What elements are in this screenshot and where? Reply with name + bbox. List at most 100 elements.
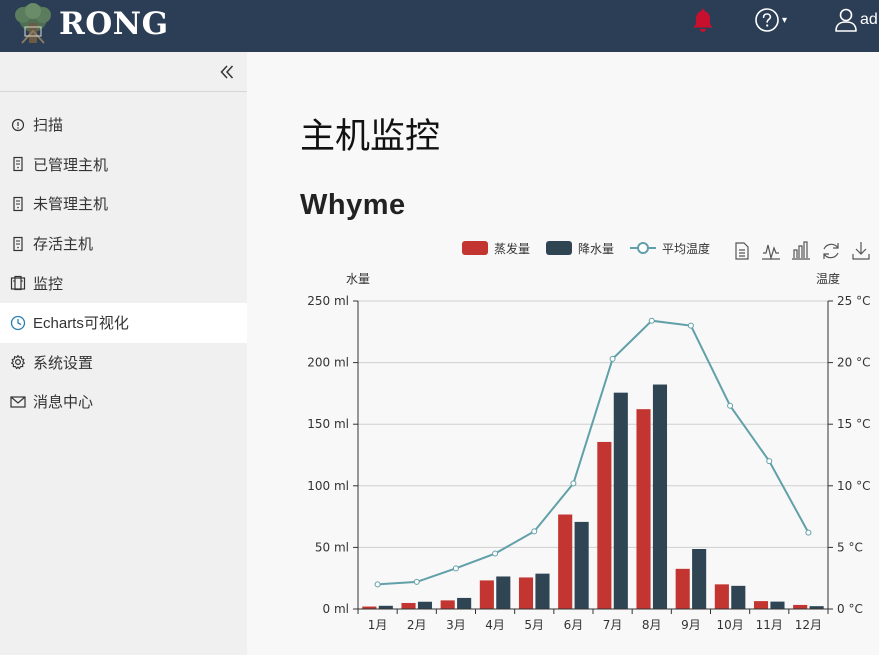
save-image-icon[interactable] bbox=[852, 242, 870, 260]
bar-chart-icon[interactable] bbox=[792, 241, 810, 260]
user-icon bbox=[835, 8, 857, 32]
sidebar-item-label: 监控 bbox=[33, 275, 64, 293]
sidebar-item-alive-hosts[interactable]: 存活主机 bbox=[0, 224, 247, 264]
double-chevron-left-icon[interactable] bbox=[218, 63, 236, 81]
sidebar-item-label: 系统设置 bbox=[33, 354, 94, 372]
y-right-tick-label: 0 °C bbox=[837, 602, 863, 616]
x-tick-label: 5月 bbox=[524, 618, 544, 632]
bar[interactable] bbox=[652, 384, 668, 609]
line-chart-icon[interactable] bbox=[762, 244, 780, 261]
legend-swatch bbox=[546, 241, 572, 255]
legend-label: 蒸发量 bbox=[494, 241, 530, 256]
temperature-line-path bbox=[377, 319, 810, 586]
bell-icon bbox=[693, 9, 713, 32]
legend-label: 降水量 bbox=[578, 242, 614, 256]
x-tick-label: 9月 bbox=[681, 618, 701, 632]
echarts-chart: 0 ml 0 °C 50 ml 5 °C 100 ml 10 °C 150 ml 15 °C 2… bbox=[247, 52, 879, 655]
doc-shape bbox=[735, 242, 749, 260]
temperature-point[interactable] bbox=[452, 565, 459, 572]
restore-icon[interactable] bbox=[823, 243, 839, 259]
bar[interactable] bbox=[440, 600, 455, 609]
bar[interactable] bbox=[378, 605, 393, 609]
sidebar-item-managed-hosts[interactable]: 已管理主机 bbox=[0, 145, 247, 185]
bar[interactable] bbox=[535, 573, 550, 609]
user-menu[interactable]: ad bbox=[834, 7, 878, 33]
chevron-down-icon: ▾ bbox=[782, 14, 788, 26]
y-right-tick-label: 20 °C bbox=[837, 356, 870, 370]
monitor-icon bbox=[10, 275, 26, 291]
axes: 0 ml 0 °C 50 ml 5 °C 100 ml 10 °C 150 ml 15 °C 2… bbox=[307, 271, 870, 632]
bar[interactable] bbox=[793, 604, 808, 609]
bar[interactable] bbox=[518, 577, 534, 609]
bar-shape bbox=[792, 241, 810, 260]
x-tick-label: 3月 bbox=[446, 618, 466, 632]
bar[interactable] bbox=[417, 601, 433, 609]
x-tick-label: 4月 bbox=[485, 618, 505, 632]
legend-item-1[interactable]: 蒸发量 bbox=[462, 241, 530, 256]
temperature-point[interactable] bbox=[413, 578, 420, 585]
bar[interactable] bbox=[714, 584, 729, 609]
gear-icon bbox=[10, 354, 26, 370]
temperature-point[interactable] bbox=[687, 322, 694, 329]
bar[interactable] bbox=[731, 585, 746, 609]
info-circle-icon bbox=[10, 117, 26, 133]
bar[interactable] bbox=[692, 549, 707, 609]
temperature-point[interactable] bbox=[531, 528, 538, 535]
bar[interactable] bbox=[479, 580, 494, 609]
user-name: ad bbox=[860, 11, 878, 28]
temperature-point[interactable] bbox=[570, 480, 577, 487]
sidebar-item-unmanaged-hosts[interactable]: 未管理主机 bbox=[0, 184, 247, 224]
x-tick-label: 11月 bbox=[756, 618, 783, 632]
x-tick-label: 1月 bbox=[368, 618, 388, 632]
question-circle-icon bbox=[755, 8, 779, 32]
sidebar-item-messages[interactable]: 消息中心 bbox=[0, 382, 247, 422]
y-left-tick-label: 100 ml bbox=[307, 479, 349, 493]
bar[interactable] bbox=[401, 602, 416, 609]
temperature-point[interactable] bbox=[805, 529, 812, 536]
download-shape bbox=[852, 242, 870, 260]
data-view-icon[interactable] bbox=[735, 242, 749, 260]
bar[interactable] bbox=[574, 521, 589, 609]
bar[interactable] bbox=[496, 576, 511, 609]
refresh-shape bbox=[823, 243, 839, 259]
sidebar-item-scan[interactable]: 扫描 bbox=[0, 105, 247, 145]
x-tick-label: 8月 bbox=[642, 618, 662, 632]
bar[interactable] bbox=[770, 601, 785, 609]
line-shape bbox=[762, 244, 780, 261]
temperature-point[interactable] bbox=[766, 458, 773, 465]
sidebar-item-monitor[interactable]: 监控 bbox=[0, 263, 247, 303]
x-tick-label: 2月 bbox=[407, 618, 427, 632]
chart-svg: 0 ml 0 °C 50 ml 5 °C 100 ml 10 °C 150 ml 15 °C 2… bbox=[307, 241, 870, 632]
bar[interactable] bbox=[753, 601, 769, 609]
temperature-point[interactable] bbox=[609, 355, 616, 362]
temperature-point[interactable] bbox=[648, 317, 655, 324]
bar[interactable] bbox=[809, 606, 824, 609]
y-left-tick-label: 200 ml bbox=[307, 356, 349, 370]
help-dropdown[interactable]: ▾ bbox=[754, 7, 787, 33]
bar[interactable] bbox=[362, 606, 377, 609]
sidebar-item-echarts[interactable]: Echarts可视化 bbox=[0, 302, 247, 343]
bar[interactable] bbox=[597, 441, 612, 609]
envelope-icon bbox=[10, 394, 26, 410]
bar[interactable] bbox=[636, 409, 651, 609]
bar[interactable] bbox=[675, 568, 690, 609]
top-navbar: RONG ▾ ad bbox=[0, 0, 879, 52]
bar[interactable] bbox=[457, 597, 472, 609]
sidebar-item-label: 消息中心 bbox=[33, 394, 94, 412]
y-left-tick-label: 50 ml bbox=[315, 540, 349, 554]
legend-label: 平均温度 bbox=[662, 241, 710, 256]
server-icon bbox=[10, 236, 26, 252]
sidebar-item-settings[interactable]: 系统设置 bbox=[0, 343, 247, 383]
temperature-point[interactable] bbox=[492, 550, 499, 557]
page-title: 主机监控 bbox=[300, 117, 441, 156]
legend-item-2[interactable]: 降水量 bbox=[546, 241, 614, 256]
bar[interactable] bbox=[613, 392, 628, 609]
bar[interactable] bbox=[558, 514, 573, 609]
brand[interactable]: RONG bbox=[12, 0, 169, 48]
sidebar-item-label: 未管理主机 bbox=[33, 196, 109, 214]
sidebar: 扫描 已管理主机 未管理主机 存活主机 监控 bbox=[0, 52, 247, 655]
temperature-point[interactable] bbox=[727, 402, 734, 409]
notification-button[interactable] bbox=[690, 8, 716, 34]
legend-item-3[interactable]: 平均温度 bbox=[630, 241, 710, 256]
temperature-point[interactable] bbox=[374, 581, 381, 588]
